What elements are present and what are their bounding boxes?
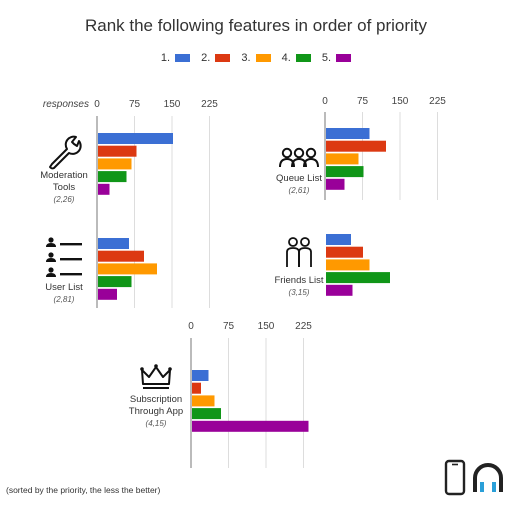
bar [98, 263, 157, 275]
legend-item-5: 5. [321, 52, 352, 64]
wrench-icon [49, 135, 82, 170]
feature-name: Subscription [130, 394, 182, 405]
bar [192, 420, 309, 432]
legend-item-2: 2. [201, 52, 231, 64]
legend-swatch [215, 54, 231, 63]
tick-label: 225 [201, 99, 218, 110]
bar [326, 128, 370, 139]
feature-name: Queue List [276, 173, 322, 184]
bar [192, 408, 221, 420]
bar [98, 250, 144, 262]
bar [326, 166, 364, 178]
bar [326, 272, 390, 284]
bar [98, 145, 137, 157]
legend-label: 5. [321, 52, 332, 64]
bar [326, 140, 386, 152]
feature-name: Tools [53, 182, 75, 193]
chart-4: Friends List (3,15) [274, 234, 390, 297]
bar [98, 158, 132, 170]
legend-item-3: 3. [241, 52, 271, 64]
legend-swatch [295, 54, 311, 63]
bar [98, 276, 132, 288]
axis-group: 0 75 150 225 [322, 96, 446, 200]
footnote: (sorted by the priority, the less the be… [6, 485, 161, 495]
brand-logo [444, 459, 503, 496]
friends-icon [286, 237, 312, 267]
chart-title: Rank the following features in order of … [84, 16, 428, 35]
legend-label: 2. [201, 52, 211, 64]
feature-score: (2,81) [54, 295, 75, 304]
bar [98, 171, 127, 183]
tick-label: 150 [392, 96, 409, 107]
tick-label: 75 [357, 96, 369, 107]
feature-score: (3,15) [289, 288, 310, 297]
feature-name: Friends List [274, 275, 323, 286]
bar [326, 259, 370, 271]
legend-swatch [255, 54, 271, 63]
legend-label: 1. [160, 52, 171, 64]
feature-name: Through App [129, 406, 183, 417]
crown-icon [140, 364, 172, 389]
tick-label: 150 [164, 99, 181, 110]
axis-group: 0 75 150 225 [188, 321, 312, 468]
bar [326, 284, 353, 296]
bar [192, 370, 209, 381]
tick-label: 75 [223, 321, 235, 332]
bar [326, 246, 363, 258]
legend-item-1: 1. [160, 52, 191, 64]
chart-2: Queue List (2,61) [276, 128, 386, 195]
tick-label: 225 [295, 321, 312, 332]
tick-label: 75 [129, 99, 141, 110]
legend-label: 3. [241, 52, 251, 64]
user-list-icon [46, 237, 82, 277]
headphones-logo-icon [473, 463, 503, 492]
tick-label: 225 [429, 96, 446, 107]
people-group-icon [279, 147, 319, 168]
bar [326, 153, 359, 165]
bar [98, 133, 173, 144]
tick-label: 0 [188, 321, 194, 332]
legend: 1. 2. 3. 4. 5. [0, 52, 512, 64]
bar [98, 288, 117, 300]
legend-swatch [336, 54, 352, 63]
tick-label: 0 [322, 96, 328, 107]
tick-label: 150 [258, 321, 275, 332]
chart-3: User List (2,81) [45, 238, 157, 304]
bar [192, 395, 215, 407]
bar [326, 178, 345, 190]
bar [98, 238, 129, 249]
tick-label: 0 [94, 99, 100, 110]
bar [98, 183, 110, 195]
bar [192, 382, 201, 394]
phone-icon [444, 459, 466, 496]
feature-name: Moderation [40, 170, 88, 181]
bar [326, 234, 351, 245]
feature-score: (2,61) [289, 186, 310, 195]
axis-title: responses [43, 99, 89, 110]
feature-score: (4,15) [146, 419, 167, 428]
legend-label: 4. [281, 52, 291, 64]
feature-name: User List [45, 282, 83, 293]
legend-swatch [175, 54, 191, 63]
legend-item-4: 4. [282, 52, 311, 64]
feature-score: (2,26) [54, 195, 75, 204]
